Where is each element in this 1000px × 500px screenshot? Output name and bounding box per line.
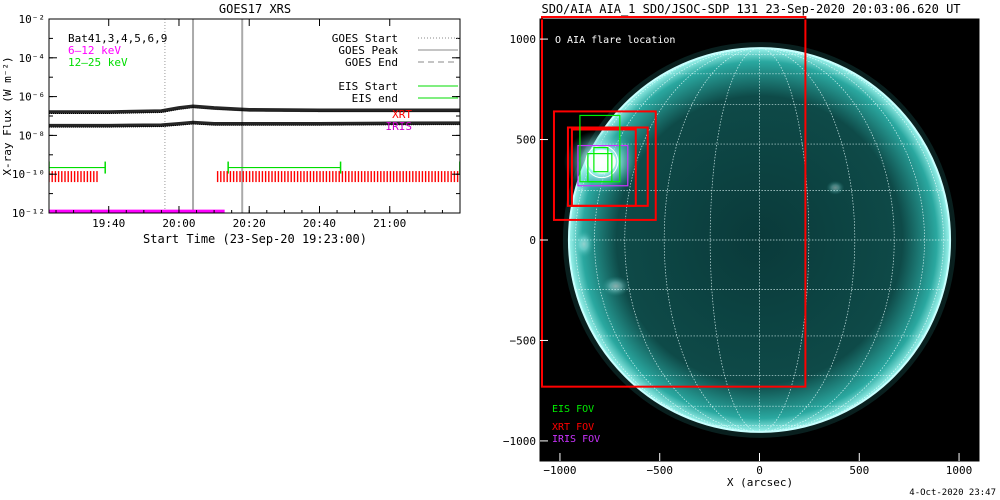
goes-series-short-noise bbox=[49, 123, 460, 128]
goes-right-legend-entry: IRIS bbox=[386, 120, 413, 133]
goes-right-legend-entry: GOES Peak bbox=[338, 44, 398, 57]
goes-left-legend-entry: 6–12 keV bbox=[68, 44, 121, 57]
goes-left-legend-entry: Bat41,3,4,5,6,9 bbox=[68, 32, 167, 45]
aia-y-tick-label: 500 bbox=[516, 134, 536, 147]
goes-x-axis-label: Start Time (23-Sep-20 19:23:00) bbox=[143, 232, 367, 246]
goes-left-legend-entry: 12–25 keV bbox=[68, 56, 128, 69]
bright-patch bbox=[573, 230, 594, 259]
aia-flare-location-label: O AIA flare location bbox=[555, 35, 675, 46]
goes-right-legend-entry: EIS end bbox=[352, 92, 398, 105]
bright-patch bbox=[601, 276, 630, 297]
goes-y-tick-label: 10⁻² bbox=[19, 13, 46, 26]
goes-x-tick-label: 20:00 bbox=[162, 217, 195, 230]
aia-x-tick-label: −500 bbox=[646, 464, 673, 477]
longitude-line bbox=[759, 47, 856, 433]
aia-y-tick-label: 0 bbox=[529, 234, 536, 247]
fov-box-xrt bbox=[540, 15, 807, 388]
longitude-line bbox=[663, 47, 760, 433]
longitude-line bbox=[759, 47, 925, 433]
bright-patch bbox=[826, 180, 845, 195]
aia-x-tick-label: 500 bbox=[849, 464, 869, 477]
aia-y-tick-label: −500 bbox=[510, 334, 537, 347]
goes-right-legend-entry: GOES Start bbox=[332, 32, 398, 45]
longitude-line bbox=[759, 47, 944, 433]
aia-y-tick-label: 1000 bbox=[510, 33, 537, 46]
aia-x-tick-label: 1000 bbox=[946, 464, 973, 477]
fov-box-iris bbox=[577, 144, 629, 187]
aia-x-tick-label: −1000 bbox=[543, 464, 576, 477]
goes-x-tick-label: 21:00 bbox=[373, 217, 406, 230]
longitude-line bbox=[624, 47, 760, 433]
solar-limb bbox=[567, 47, 952, 433]
goes-x-tick-label: 20:40 bbox=[303, 217, 336, 230]
fov-box-xrt bbox=[570, 128, 637, 207]
goes-series-long-noise bbox=[49, 107, 460, 114]
goes-series-short bbox=[49, 120, 460, 128]
goes-series-long bbox=[49, 104, 460, 114]
goes-right-legend-entry: XRT bbox=[392, 108, 412, 121]
longitude-line bbox=[759, 47, 895, 433]
goes-y-tick-label: 10⁻⁸ bbox=[19, 129, 46, 142]
aia-x-tick-label: 0 bbox=[756, 464, 763, 477]
longitude-line bbox=[709, 47, 760, 433]
goes-right-legend-entry: GOES End bbox=[345, 56, 398, 69]
aia-y-tick-label: −1000 bbox=[503, 435, 536, 448]
goes-xrs-chart: GOES17 XRS 19:40 20:00 20:20 20:40 21:00 10⁻²… bbox=[1, 2, 461, 246]
aia-legend-entry: IRIS FOV bbox=[552, 434, 600, 445]
goes-x-tick-label: 19:40 bbox=[92, 217, 125, 230]
solar-grid bbox=[568, 47, 951, 433]
goes-y-tick-label: 10⁻⁴ bbox=[19, 52, 46, 65]
goes-y-tick-label: 10⁻¹⁰ bbox=[12, 168, 45, 181]
longitude-line bbox=[594, 47, 760, 433]
aia-x-axis-label: X (arcsec) bbox=[727, 476, 793, 489]
goes-right-legend-entry: EIS Start bbox=[338, 80, 398, 93]
goes-y-tick-label: 10⁻¹² bbox=[12, 207, 45, 220]
goes-y-axis-label: X-ray Flux (W m⁻²) bbox=[1, 56, 14, 175]
goes-chart-title: GOES17 XRS bbox=[219, 2, 291, 16]
aia-image-title: SDO/AIA AIA_1 SDO/JSOC-SDP 131 23-Sep-20… bbox=[541, 2, 960, 16]
aia-legend-entry: EIS FOV bbox=[552, 404, 594, 415]
plot-timestamp: 4-Oct-2020 23:47 bbox=[909, 488, 996, 498]
fov-box-xrt bbox=[552, 110, 657, 221]
aia-legend-entry: XRT FOV bbox=[552, 422, 594, 433]
aia-image-panel: SDO/AIA AIA_1 SDO/JSOC-SDP 131 23-Sep-20… bbox=[503, 2, 996, 498]
goes-y-tick-label: 10⁻⁶ bbox=[19, 91, 46, 104]
longitude-line bbox=[759, 47, 810, 433]
flare-core bbox=[587, 149, 616, 174]
fov-box-eis bbox=[587, 153, 613, 183]
goes-x-tick-label: 20:20 bbox=[233, 217, 266, 230]
fov-box-eis bbox=[593, 146, 609, 173]
